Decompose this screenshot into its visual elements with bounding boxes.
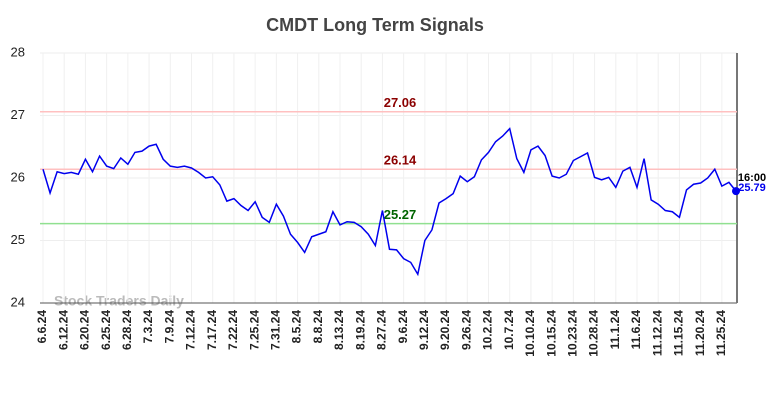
- x-tick-label: 11.15.24: [672, 310, 686, 356]
- y-tick-label: 28: [11, 44, 25, 59]
- x-tick-label: 7.12.24: [184, 310, 198, 350]
- x-tick-label: 6.25.24: [99, 310, 113, 350]
- x-tick-label: 6.6.24: [35, 310, 49, 344]
- x-tick-label: 7.9.24: [162, 310, 176, 344]
- x-tick-label: 10.15.24: [544, 310, 558, 357]
- y-tick-label: 27: [11, 107, 25, 122]
- x-tick-label: 8.13.24: [332, 310, 346, 350]
- chart-title: CMDT Long Term Signals: [266, 15, 484, 35]
- x-tick-label: 11.25.24: [714, 310, 728, 356]
- last-value: 25.79: [738, 182, 766, 194]
- x-tick-label: 8.27.24: [375, 310, 389, 350]
- x-tick-label: 7.3.24: [141, 310, 155, 344]
- x-tick-label: 11.6.24: [629, 310, 643, 350]
- price-line: [42, 127, 737, 277]
- signal-label: 27.06: [384, 95, 417, 110]
- x-tick-label: 8.19.24: [353, 310, 367, 350]
- x-tick-label: 6.28.24: [120, 310, 134, 350]
- x-tick-label: 7.25.24: [247, 310, 261, 350]
- x-tick-label: 11.20.24: [693, 310, 707, 356]
- x-tick-label: 10.7.24: [502, 310, 516, 350]
- x-tick-label: 6.20.24: [78, 310, 92, 350]
- x-tick-label: 7.17.24: [205, 310, 219, 350]
- x-tick-label: 9.6.24: [396, 310, 410, 344]
- x-tick-label: 8.8.24: [311, 310, 325, 344]
- x-tick-label: 11.12.24: [650, 310, 664, 356]
- x-tick-label: 10.23.24: [566, 310, 580, 357]
- x-tick-label: 9.20.24: [438, 310, 452, 350]
- signal-label: 25.27: [384, 207, 417, 222]
- y-tick-label: 25: [11, 232, 25, 247]
- x-tick-label: 7.22.24: [226, 310, 240, 350]
- x-tick-label: 10.10.24: [523, 310, 537, 357]
- x-tick-label: 11.1.24: [608, 310, 622, 350]
- watermark: Stock Traders Daily: [54, 293, 184, 309]
- x-tick-label: 10.28.24: [587, 310, 601, 357]
- last-time: 16:00: [738, 172, 766, 184]
- x-tick-label: 6.12.24: [56, 310, 70, 350]
- y-tick-label: 26: [11, 169, 25, 184]
- x-tick-label: 8.5.24: [290, 310, 304, 344]
- x-tick-label: 9.12.24: [417, 310, 431, 350]
- y-tick-label: 24: [11, 294, 25, 309]
- x-tick-label: 9.26.24: [459, 310, 473, 350]
- x-tick-label: 10.2.24: [481, 310, 495, 350]
- x-tick-label: 7.31.24: [269, 310, 283, 350]
- last-point: [732, 187, 740, 196]
- signal-label: 26.14: [384, 153, 417, 168]
